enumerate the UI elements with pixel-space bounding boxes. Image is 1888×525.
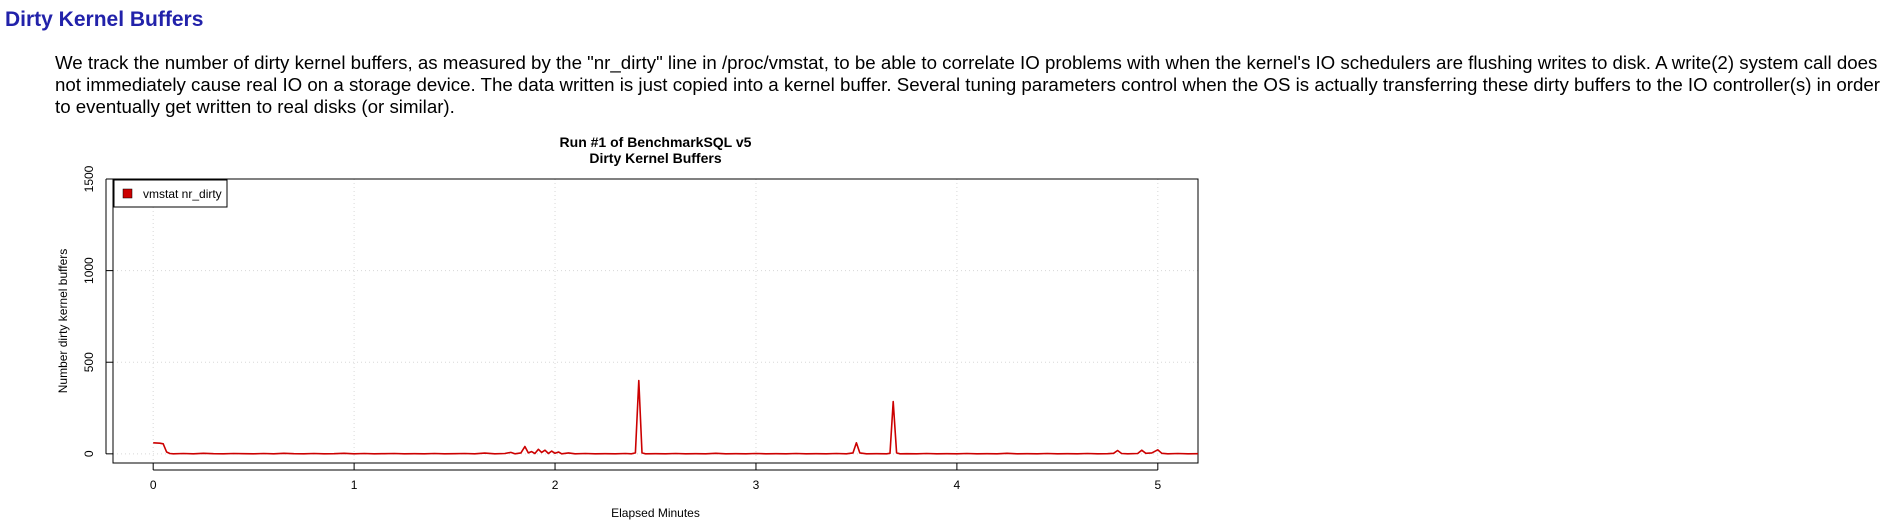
y-axis-label: Number dirty kernel buffers [56, 249, 70, 394]
x-tick-label: 5 [1154, 478, 1161, 492]
chart-subtitle: Dirty Kernel Buffers [589, 150, 721, 166]
plot-frame [112, 178, 1199, 464]
section-title: Dirty Kernel Buffers [5, 8, 204, 31]
section-description: We track the number of dirty kernel buff… [55, 52, 1881, 117]
x-tick-label: 0 [150, 478, 157, 492]
x-tick-label: 3 [753, 478, 760, 492]
axes: 0 1 2 3 4 5 0 500 1000 1500 [82, 165, 1161, 492]
x-tick-label: 2 [552, 478, 559, 492]
chart-title: Run #1 of BenchmarkSQL v5 [560, 134, 752, 150]
y-tick-label: 500 [82, 352, 96, 372]
grid-lines [113, 178, 1198, 463]
x-axis-label: Elapsed Minutes [611, 506, 700, 520]
legend: vmstat nr_dirty [113, 179, 228, 208]
y-tick-label: 1500 [82, 165, 96, 192]
legend-entry-nr-dirty: vmstat nr_dirty [143, 187, 222, 201]
y-tick-label: 1000 [82, 257, 96, 284]
legend-swatch [122, 188, 133, 199]
x-tick-label: 4 [954, 478, 961, 492]
legend-box [113, 179, 228, 208]
y-tick-label: 0 [82, 450, 96, 457]
series-line-0 [153, 379, 1199, 455]
x-tick-label: 1 [351, 478, 358, 492]
series-layer [153, 379, 1199, 455]
